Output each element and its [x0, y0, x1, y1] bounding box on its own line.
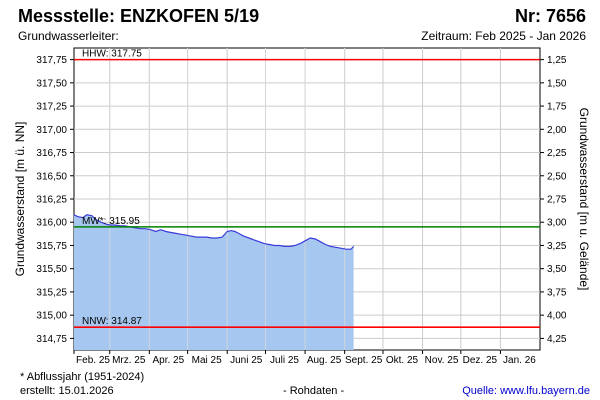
y-tick-label-left: 316,75 [36, 148, 67, 159]
source-link[interactable]: Quelle: www.lfu.bayern.de [462, 385, 590, 397]
y-tick-label-right: 1,75 [547, 102, 567, 113]
y-tick-label-left: 316,25 [36, 195, 67, 206]
y-tick-label-left: 315,50 [36, 264, 67, 275]
y-tick-label-left: 315,25 [36, 287, 67, 298]
y-tick-label-left: 317,75 [36, 55, 67, 66]
data-layer [73, 48, 355, 350]
y-tick-label-left: 314,75 [36, 334, 67, 345]
x-tick-label: Aug. 25 [307, 355, 342, 366]
x-tick-label: Juli 25 [270, 355, 299, 366]
x-tick-label: Sept. 25 [345, 355, 383, 366]
y-tick-label-left: 317,50 [36, 78, 67, 89]
y-tick-label-right: 2,00 [547, 125, 567, 136]
x-tick-label: Mrz. 25 [112, 355, 146, 366]
y-tick-label-right: 2,50 [547, 171, 567, 182]
y-tick-label-right: 3,75 [547, 287, 567, 298]
x-tick-label: Nov. 25 [425, 355, 459, 366]
y-tick-label-left: 317,25 [36, 102, 67, 113]
y-tick-label-right: 2,25 [547, 148, 567, 159]
y-tick-label-left: 317,00 [36, 125, 67, 136]
raw-data-note: - Rohdaten - [283, 385, 345, 397]
y-tick-label-left: 315,75 [36, 241, 67, 252]
x-tick-label: Juni 25 [230, 355, 263, 366]
x-tick-label: Feb. 25 [76, 355, 110, 366]
y-tick-label-right: 3,50 [547, 264, 567, 275]
x-tick-label: Mai 25 [192, 355, 222, 366]
page-title: Messstelle: ENZKOFEN 5/19 [18, 6, 260, 26]
y-axis-title-right: Grundwasserstand [m u. Gelände] [577, 108, 591, 291]
reference-line-label: NNW: 314.87 [82, 316, 142, 327]
x-tick-label: Okt. 25 [386, 355, 419, 366]
reference-lines: HHW: 317.75 MW*: 315.95 NNW: 314.87 [74, 49, 540, 329]
y-tick-label-right: 4,00 [547, 311, 567, 322]
x-tick-label: Jan. 26 [503, 355, 536, 366]
x-tick-label: Apr. 25 [152, 355, 184, 366]
y-tick-label-right: 4,25 [547, 334, 567, 345]
y-tick-label-right: 3,25 [547, 241, 567, 252]
axes: 317,75 1,25 317,50 1,50 317,25 1,75 317,00 2,00… [36, 55, 566, 366]
y-tick-label-left: 316,00 [36, 218, 67, 229]
y-axis-title-left: Grundwasserstand [m ü. NN] [13, 122, 27, 277]
water-level-area [74, 214, 354, 350]
aquifer-label: Grundwasserleiter: [18, 29, 119, 43]
y-tick-label-left: 315,00 [36, 311, 67, 322]
reference-line-label: HHW: 317.75 [82, 49, 142, 60]
station-number: Nr: 7656 [514, 6, 586, 26]
reference-line-label: MW*: 315.95 [82, 216, 140, 227]
period-label: Zeitraum: Feb 2025 - Jan 2026 [421, 29, 586, 43]
water-level-line [73, 214, 355, 250]
created-date: erstellt: 15.01.2026 [20, 385, 114, 397]
y-tick-label-right: 3,00 [547, 218, 567, 229]
y-tick-label-right: 1,25 [547, 55, 567, 66]
x-tick-label: Dez. 25 [463, 355, 498, 366]
y-tick-label-right: 1,50 [547, 78, 567, 89]
footnote: * Abflussjahr (1951-2024) [20, 371, 145, 383]
y-tick-label-right: 2,75 [547, 195, 567, 206]
y-tick-label-left: 316,50 [36, 171, 67, 182]
